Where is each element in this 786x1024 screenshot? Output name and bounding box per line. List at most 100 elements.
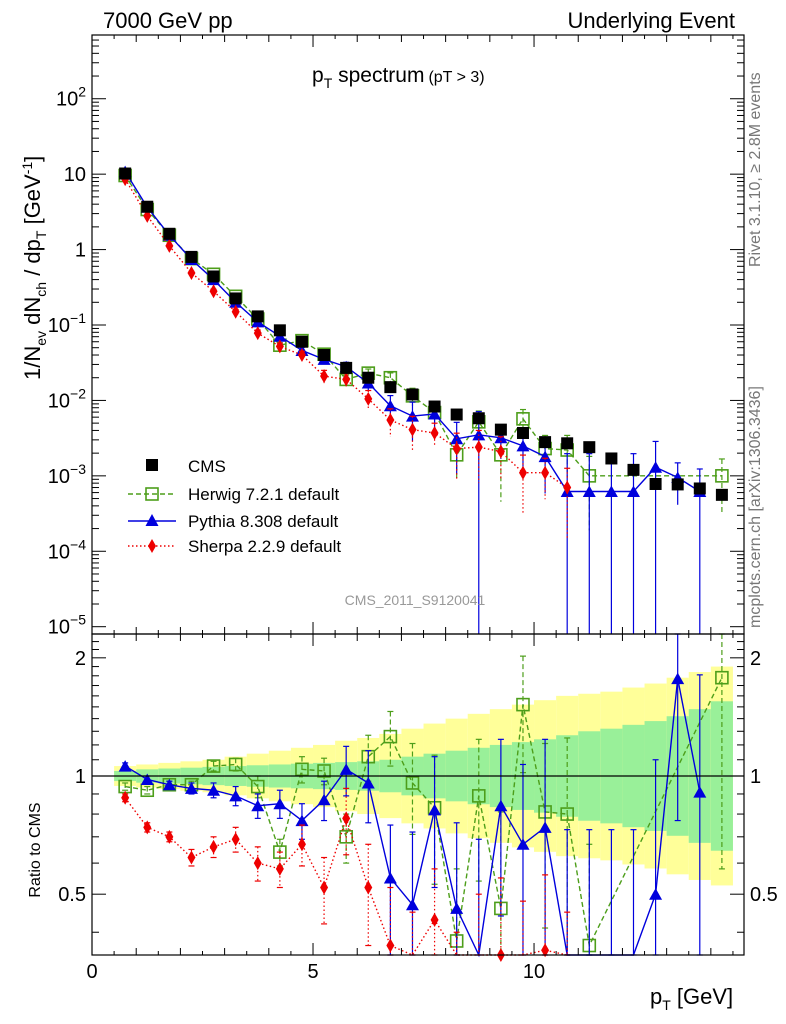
series-point-upper [563, 480, 572, 495]
cms-point [494, 423, 507, 436]
ratio-tick-label-left: 1 [75, 766, 86, 788]
series-point-ratio [541, 943, 550, 958]
x-tick-label: 0 [86, 961, 97, 983]
cms-point [561, 437, 574, 450]
lower-frame [91, 633, 745, 956]
cms-point [273, 324, 286, 337]
header-left: 7000 GeV pp [103, 8, 233, 33]
legend-marker-pythia [145, 514, 159, 526]
x-tick-label: 5 [307, 961, 318, 983]
cms-point [251, 310, 264, 323]
series-point-ratio [649, 888, 663, 900]
series-point-ratio [516, 838, 530, 850]
series-point-ratio [450, 902, 464, 914]
series-point-ratio [342, 811, 351, 826]
rivet-label: Rivet 3.1.10, ≥ 2.8M events [747, 72, 764, 267]
cms-point [715, 488, 728, 501]
series-point-upper [538, 450, 552, 463]
series-point-ratio [383, 871, 397, 884]
series-point-ratio [295, 814, 309, 827]
ratio-tick-label-right: 1 [750, 766, 761, 788]
cms-point [119, 167, 132, 180]
y-tick-label: 10 [64, 164, 86, 186]
series-point-ratio [273, 845, 287, 859]
cms-point [406, 388, 419, 401]
series-point-upper [275, 339, 284, 354]
series-point-ratio [295, 762, 309, 777]
cms-point [340, 361, 353, 374]
cms-point [693, 482, 706, 495]
series-point-ratio [339, 763, 353, 775]
series-point-upper [428, 408, 442, 420]
series-point-ratio [184, 782, 198, 794]
cms-point [671, 478, 684, 491]
series-point-ratio [273, 797, 287, 810]
series-point-upper [715, 469, 729, 483]
plot-title: pT spectrum (pT > 3) [312, 64, 485, 91]
series-point-upper [626, 485, 640, 498]
series-point-ratio [364, 880, 373, 895]
series-point-ratio [229, 789, 243, 802]
series-point-ratio [209, 839, 218, 854]
series-point-ratio [516, 697, 530, 712]
series-point-ratio [494, 799, 508, 812]
cms-point [627, 463, 640, 476]
cms-point [428, 400, 441, 413]
mcplots-label: mcplots.cern.ch [arXiv:1306.3436] [747, 386, 764, 628]
series-point-ratio [317, 793, 331, 806]
cms-point [207, 270, 220, 283]
series-point-ratio [671, 672, 685, 685]
series-point-upper [582, 485, 596, 498]
series-point-upper [320, 369, 329, 384]
series-point-ratio [118, 760, 132, 772]
ratio-tick-label-left: 2 [75, 648, 86, 670]
series-point-upper [474, 440, 483, 455]
legend: CMS Herwig 7.2.1 default Pythia 8.308 de… [128, 457, 341, 556]
legend-marker-cms [146, 459, 158, 471]
series-point-ratio [250, 779, 265, 794]
series-point-ratio [405, 776, 420, 790]
series-point-upper [452, 441, 461, 456]
cms-point [384, 381, 397, 394]
legend-label-cms: CMS [188, 457, 226, 476]
series-2 [121, 172, 572, 962]
y-tick-label: 10−4 [48, 536, 86, 563]
series-point-ratio [162, 778, 176, 791]
series-line-upper [124, 175, 722, 477]
cms-point [539, 436, 552, 449]
cms-point [141, 200, 154, 213]
series-point-ratio [228, 757, 243, 772]
y-tick-label: 10−5 [48, 612, 86, 639]
ratio-tick-label-left: 0.5 [58, 884, 86, 906]
series-point-ratio [143, 820, 152, 835]
series-point-ratio [297, 837, 306, 852]
series-cms [119, 167, 728, 501]
cms-point [516, 426, 529, 439]
series-point-ratio [560, 807, 574, 821]
legend-marker-sherpa [148, 539, 156, 553]
series-line-upper [124, 178, 568, 489]
y-tick-label: 10−2 [48, 385, 86, 412]
ratio-tick-label-right: 0.5 [750, 884, 778, 906]
ratio-tick-label-right: 2 [750, 648, 761, 670]
series-point-upper [496, 444, 505, 459]
series-point-upper [383, 399, 397, 412]
series-point-upper [518, 465, 527, 480]
series-point-ratio [121, 790, 130, 805]
cms-point [583, 441, 596, 454]
cms-point [229, 292, 242, 305]
series-point-upper [516, 439, 530, 452]
series-point-upper [297, 348, 306, 363]
y-tick-label: 102 [56, 84, 86, 111]
cms-point [649, 477, 662, 490]
series-point-ratio [693, 786, 707, 798]
series-point-upper [541, 465, 550, 480]
series-point-upper [253, 326, 262, 341]
cms-point [318, 349, 331, 362]
cms-point [450, 408, 463, 421]
series-point-upper [604, 485, 618, 498]
series-point-ratio [231, 832, 240, 847]
cms-point [185, 250, 198, 263]
legend-label-pythia: Pythia 8.308 default [188, 512, 339, 531]
series-point-upper [430, 425, 439, 440]
